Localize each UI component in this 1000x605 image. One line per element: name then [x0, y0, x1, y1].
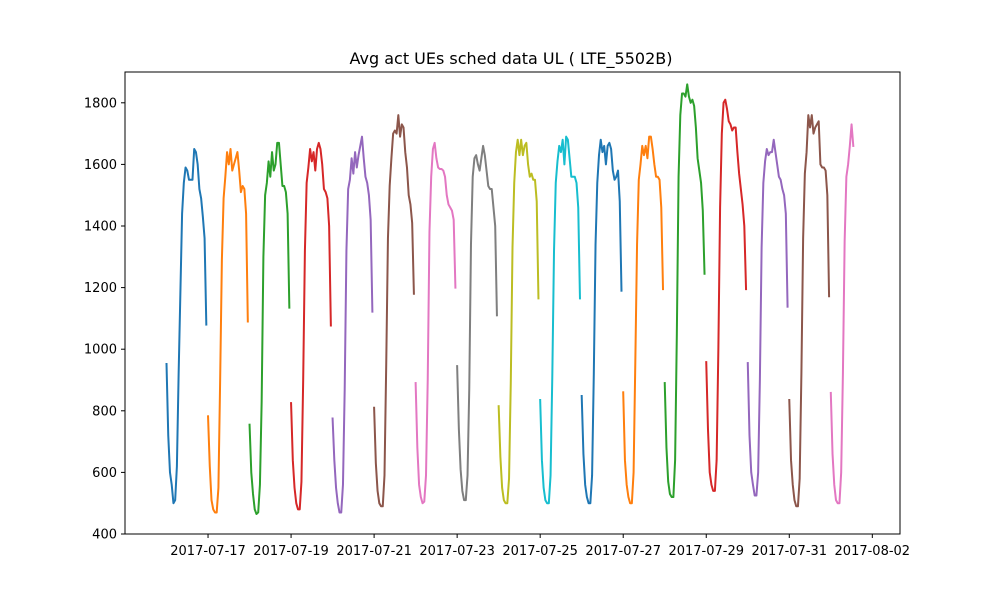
x-axis: 2017-07-17 2017-07-19 2017-07-21 2017-07-23…	[170, 534, 910, 559]
y-tick-label: 1800	[84, 96, 117, 111]
y-tick-label: 1000	[84, 343, 117, 358]
y-axis: 400 600 800 1000 1200 1400 1600 1800	[84, 96, 125, 543]
x-tick-label: 2017-07-31	[752, 544, 828, 559]
x-tick-label: 2017-08-02	[835, 544, 911, 559]
series-line-2017-07-24	[497, 138, 540, 505]
y-tick-label: 600	[92, 466, 117, 481]
series-line-2017-07-27	[622, 135, 665, 505]
series-line-2017-07-25	[539, 135, 581, 505]
x-tick-label: 2017-07-27	[585, 544, 661, 559]
series-line-2017-07-29	[705, 98, 748, 492]
x-tick-label: 2017-07-17	[170, 544, 246, 559]
series-line-2017-07-30	[746, 138, 789, 497]
x-tick-label: 2017-07-23	[419, 544, 495, 559]
chart-title: Avg act UEs sched data UL ( LTE_5502B)	[350, 49, 673, 69]
y-tick-label: 1600	[84, 158, 117, 173]
series-line-2017-07-28	[663, 83, 706, 499]
x-tick-label: 2017-07-21	[336, 544, 412, 559]
x-tick-label: 2017-07-29	[668, 544, 744, 559]
series-line-2017-07-31	[788, 114, 831, 508]
x-tick-label: 2017-07-25	[502, 544, 578, 559]
x-tick-label: 2017-07-19	[253, 544, 329, 559]
y-tick-label: 400	[92, 528, 117, 543]
series-line-2017-07-18	[248, 141, 291, 515]
series-line-2017-07-20	[331, 135, 374, 514]
y-tick-label: 800	[92, 404, 117, 419]
plot-frame	[124, 71, 901, 535]
series-line-2017-07-22	[414, 141, 457, 505]
series-line-2017-07-16	[165, 148, 208, 505]
series-line-2017-07-26	[580, 138, 623, 505]
series-line-2017-07-17	[207, 148, 249, 514]
series-line-2017-07-21	[373, 114, 415, 508]
series-line-2017-07-19	[290, 141, 332, 511]
y-tick-label: 1400	[84, 220, 117, 235]
series-line-2017-08-01	[829, 123, 855, 505]
series-group	[165, 83, 855, 515]
series-line-2017-07-23	[456, 144, 498, 502]
y-tick-label: 1200	[84, 281, 117, 296]
